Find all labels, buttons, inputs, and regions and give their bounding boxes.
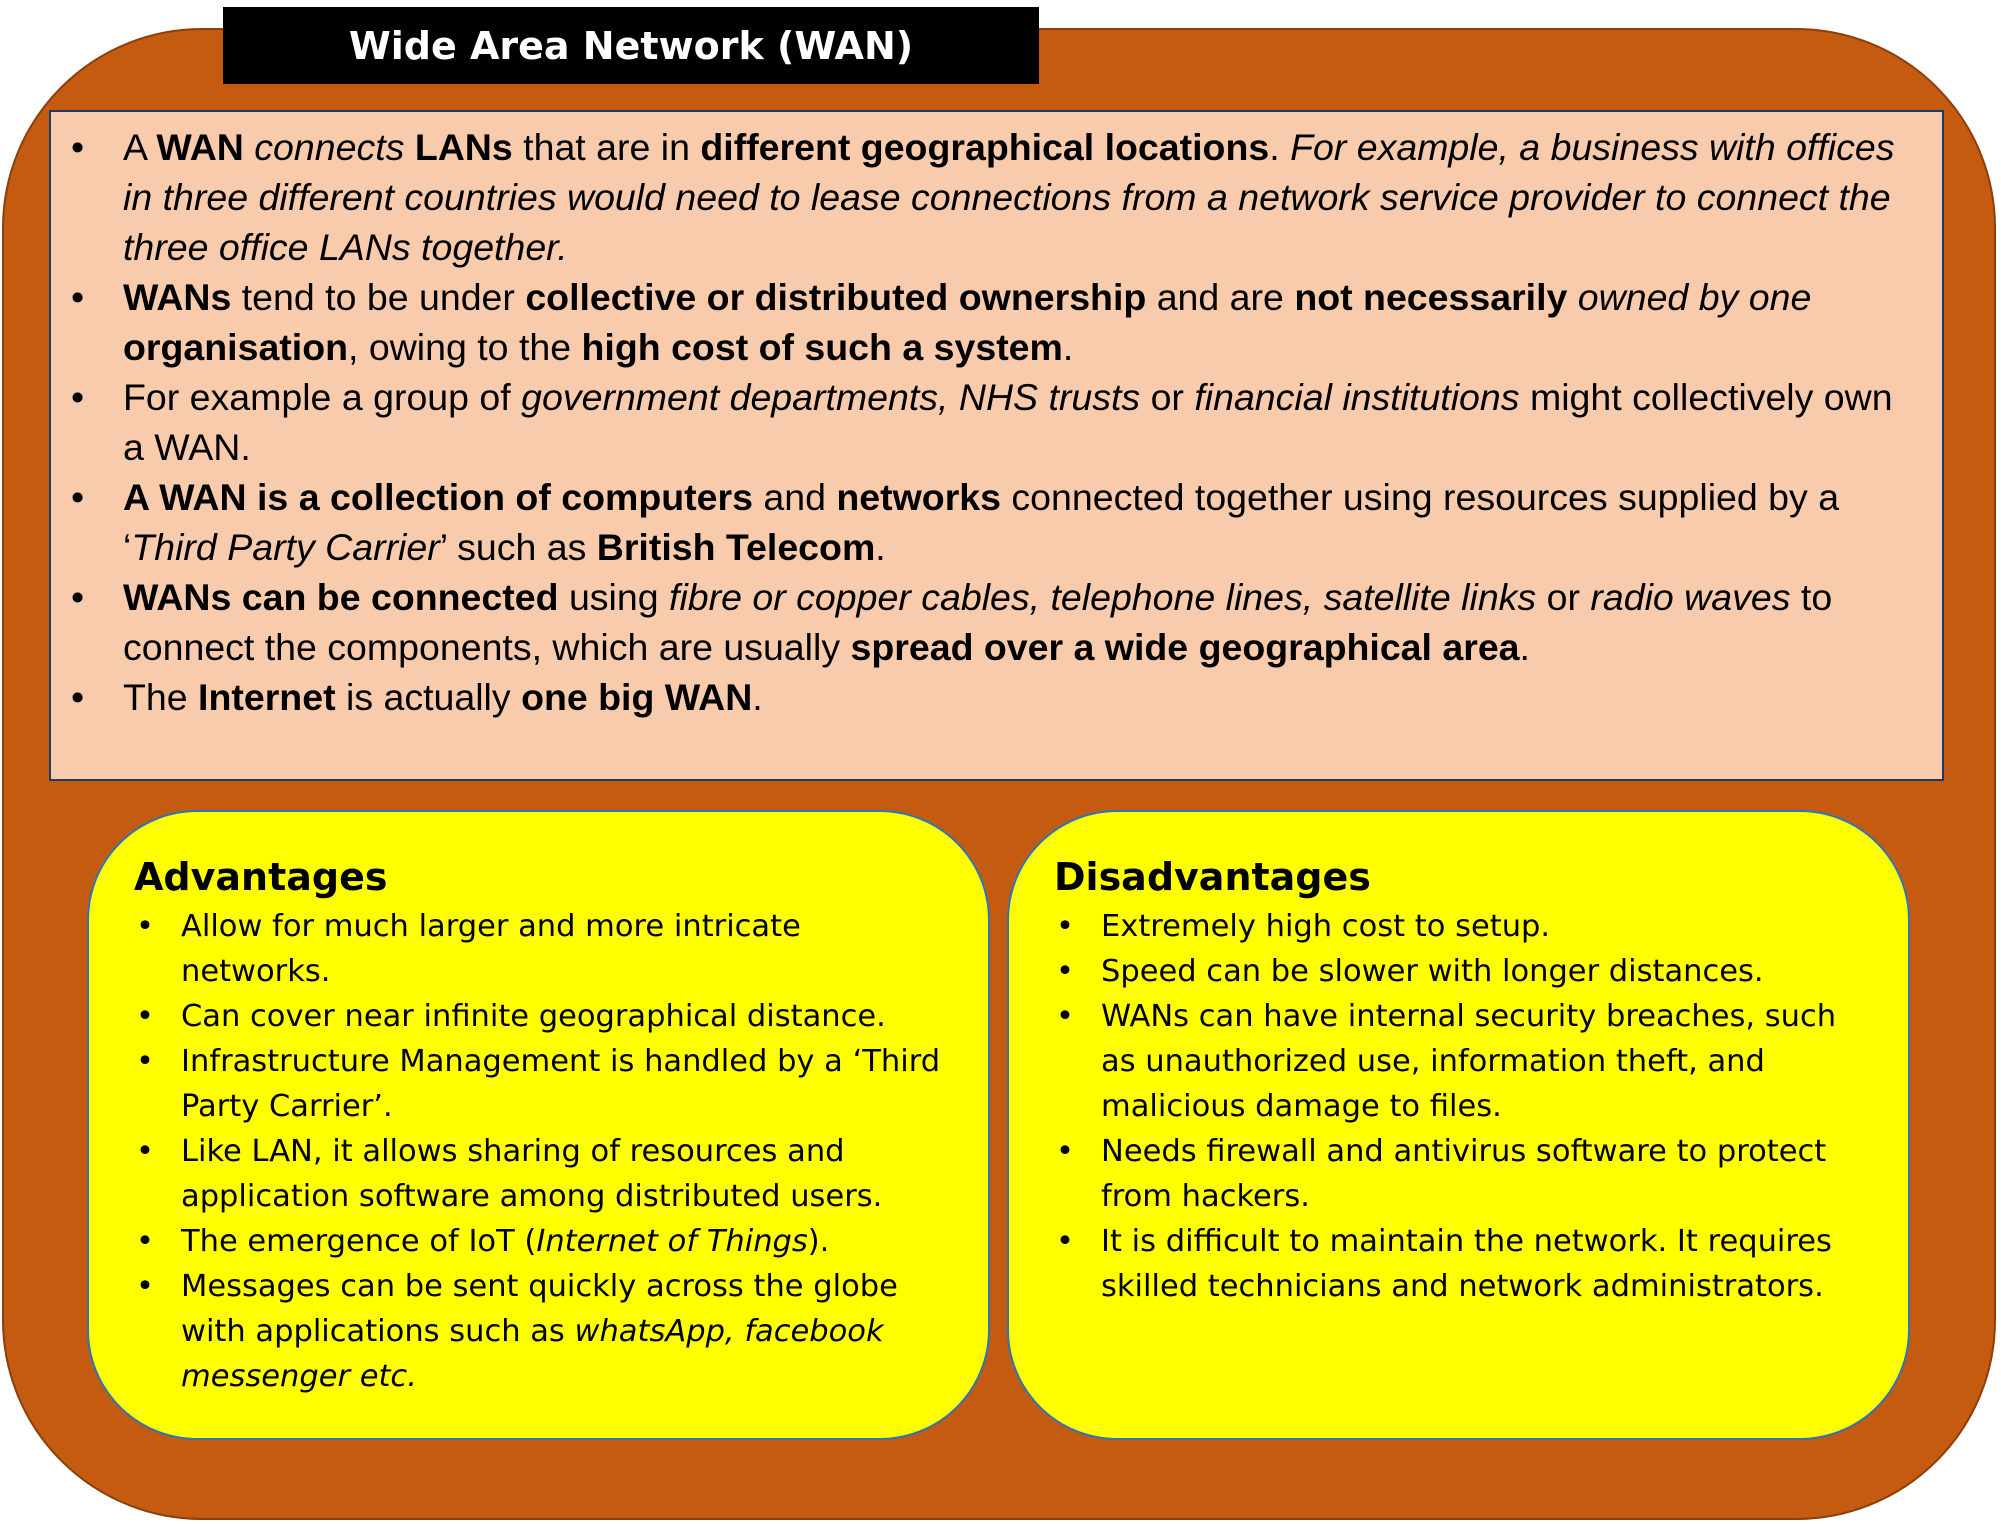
list-item: WANs tend to be under collective or dist…: [71, 272, 1912, 372]
text-segment: ’ such as: [439, 526, 597, 568]
list-item: Allow for much larger and more intricate…: [134, 904, 958, 994]
text-segment: Allow for much larger and more intricate…: [181, 909, 801, 989]
text-segment: .: [1269, 126, 1291, 168]
text-segment: is actually: [335, 676, 522, 718]
advantages-panel: Advantages Allow for much larger and mor…: [87, 810, 990, 1440]
text-segment: using: [558, 576, 670, 618]
list-item: The emergence of IoT (Internet of Things…: [134, 1219, 958, 1264]
text-segment: Infrastructure Management is handled by …: [181, 1044, 941, 1124]
text-segment: WANs can be connected: [123, 576, 559, 618]
text-segment: British Telecom: [596, 526, 876, 568]
text-segment: or: [1140, 376, 1195, 418]
text-segment: WANs can have internal security breaches…: [1101, 999, 1837, 1124]
text-segment: tend to be under: [231, 276, 526, 318]
list-item: It is difficult to maintain the network.…: [1054, 1219, 1878, 1309]
text-segment: , owing to the: [348, 326, 582, 368]
text-segment: The: [123, 676, 199, 718]
list-item: Needs firewall and antivirus software to…: [1054, 1129, 1878, 1219]
text-segment: radio waves: [1590, 576, 1791, 618]
text-segment: spread over a wide geographical area: [850, 626, 1520, 668]
text-segment: that are in: [512, 126, 701, 168]
text-segment: Third Party Carrier: [131, 526, 440, 568]
text-segment: financial institutions: [1194, 376, 1520, 418]
text-segment: to connect the components, which are usu…: [123, 576, 1833, 668]
disadvantages-panel: Disadvantages Extremely high cost to set…: [1007, 810, 1910, 1440]
text-segment: connects: [254, 126, 405, 168]
text-segment: ).: [807, 1224, 830, 1259]
text-segment: .: [875, 526, 886, 568]
text-segment: WAN: [156, 126, 244, 168]
list-item: A WAN is a collection of computers and n…: [71, 472, 1912, 572]
text-segment: Speed can be slower with longer distance…: [1101, 954, 1764, 989]
text-segment: one big WAN: [521, 676, 753, 718]
page-title: Wide Area Network (WAN): [223, 7, 1039, 84]
text-segment: .: [752, 676, 763, 718]
text-segment: [404, 126, 414, 168]
list-item: WANs can have internal security breaches…: [1054, 994, 1878, 1129]
text-segment: Internet of Things: [536, 1224, 808, 1259]
list-item: A WAN connects LANs that are in differen…: [71, 122, 1912, 272]
advantages-list: Allow for much larger and more intricate…: [134, 904, 958, 1399]
text-segment: not necessarily: [1294, 276, 1568, 318]
list-item: Extremely high cost to setup.: [1054, 904, 1878, 949]
text-segment: owned by one: [1577, 276, 1812, 318]
info-box: A WAN connects LANs that are in differen…: [49, 110, 1944, 781]
text-segment: different geographical locations: [700, 126, 1270, 168]
list-item: Messages can be sent quickly across the …: [134, 1264, 958, 1399]
text-segment: government departments, NHS trusts: [521, 376, 1141, 418]
list-item: WANs can be connected using fibre or cop…: [71, 572, 1912, 672]
list-item: The Internet is actually one big WAN.: [71, 672, 1912, 722]
text-segment: or: [1536, 576, 1591, 618]
text-segment: For example a group of: [123, 376, 522, 418]
text-segment: .: [1519, 626, 1530, 668]
text-segment: collective or distributed ownership: [525, 276, 1147, 318]
text-segment: The emergence of IoT (: [181, 1224, 537, 1259]
text-segment: Messages can be sent quickly across the …: [181, 1269, 898, 1349]
text-segment: and are: [1146, 276, 1295, 318]
text-segment: Extremely high cost to setup.: [1101, 909, 1551, 944]
text-segment: Needs firewall and antivirus software to…: [1101, 1134, 1827, 1214]
text-segment: high cost of such a system: [581, 326, 1063, 368]
text-segment: Internet: [198, 676, 336, 718]
text-segment: might collectively own a WAN.: [123, 376, 1893, 468]
text-segment: A WAN is a collection of computers: [123, 476, 753, 518]
text-segment: It is difficult to maintain the network.…: [1101, 1224, 1832, 1304]
info-list: A WAN connects LANs that are in differen…: [71, 122, 1912, 722]
text-segment: and: [752, 476, 837, 518]
text-segment: whatsApp, facebook messenger etc.: [181, 1314, 884, 1394]
text-segment: networks: [836, 476, 1002, 518]
text-segment: Can cover near infinite geographical dis…: [181, 999, 886, 1034]
disadvantages-list: Extremely high cost to setup. Speed can b…: [1054, 904, 1878, 1309]
disadvantages-heading: Disadvantages: [1054, 855, 1371, 899]
advantages-heading: Advantages: [134, 855, 388, 899]
list-item: Like LAN, it allows sharing of resources…: [134, 1129, 958, 1219]
list-item: For example a group of government depart…: [71, 372, 1912, 472]
text-segment: organisation: [123, 326, 349, 368]
text-segment: .: [1062, 326, 1074, 368]
text-segment: connected together using resources suppl…: [123, 476, 1840, 568]
list-item: Can cover near infinite geographical dis…: [134, 994, 958, 1039]
text-segment: LANs: [414, 126, 513, 168]
list-item: Infrastructure Management is handled by …: [134, 1039, 958, 1129]
text-segment: A: [123, 126, 157, 168]
text-segment: WANs: [123, 276, 232, 318]
list-item: Speed can be slower with longer distance…: [1054, 949, 1878, 994]
text-segment: [1567, 276, 1577, 318]
text-segment: For example, a business with offices in …: [123, 126, 1895, 268]
text-segment: Like LAN, it allows sharing of resources…: [181, 1134, 883, 1214]
text-segment: [244, 126, 254, 168]
text-segment: fibre or copper cables, telephone lines,…: [669, 576, 1537, 618]
page-title-text: Wide Area Network (WAN): [348, 23, 914, 68]
